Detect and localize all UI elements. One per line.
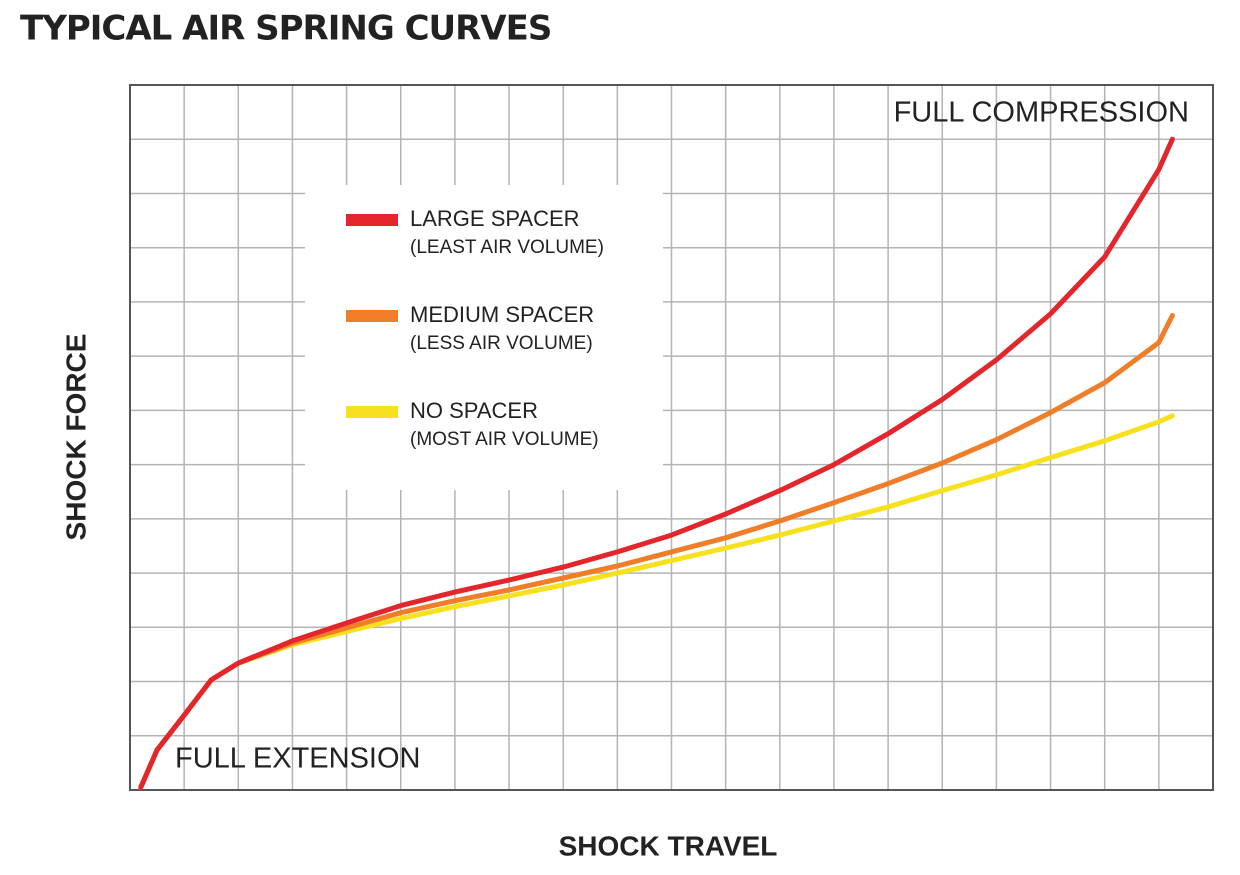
annotation: FULL EXTENSION: [175, 743, 420, 775]
legend-box: [305, 185, 663, 490]
plot-frame: [129, 84, 1214, 791]
x-axis-label: SHOCK TRAVEL: [559, 830, 778, 861]
legend-sublabel: (LEAST AIR VOLUME): [410, 237, 604, 258]
series-line: [138, 136, 1175, 790]
legend-sublabel: (LESS AIR VOLUME): [410, 333, 593, 354]
annotation: FULL COMPRESSION: [894, 97, 1189, 129]
legend-sublabel: (MOST AIR VOLUME): [410, 429, 599, 450]
legend-swatch: [346, 310, 398, 322]
chart-title: TYPICAL AIR SPRING CURVES: [20, 9, 551, 49]
y-axis-label: SHOCK FORCE: [60, 334, 91, 541]
legend-label: LARGE SPACER: [410, 206, 580, 231]
legend-label: NO SPACER: [410, 398, 538, 423]
legend-swatch: [346, 214, 398, 226]
legend-label: MEDIUM SPACER: [410, 302, 594, 327]
legend-swatch: [346, 406, 398, 418]
